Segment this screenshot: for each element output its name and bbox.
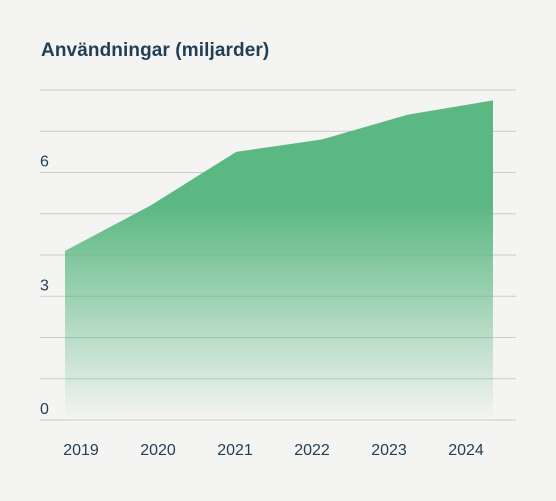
y-tick-label: 0 xyxy=(40,401,49,418)
x-tick-label: 2019 xyxy=(63,442,99,459)
y-tick-label: 3 xyxy=(40,277,49,294)
y-tick-label: 6 xyxy=(40,154,49,171)
area-series xyxy=(65,100,493,420)
x-tick-label: 2021 xyxy=(217,442,253,459)
x-tick-label: 2022 xyxy=(294,442,330,459)
y-axis-ticks: 0 3 6 xyxy=(40,154,49,419)
x-tick-label: 2020 xyxy=(140,442,176,459)
x-axis-ticks: 2019 2020 2021 2022 2023 2024 xyxy=(63,442,484,459)
chart-title: Användningar (miljarder) xyxy=(41,40,270,61)
x-tick-label: 2023 xyxy=(371,442,407,459)
x-tick-label: 2024 xyxy=(448,442,484,459)
area-fill xyxy=(65,100,493,420)
